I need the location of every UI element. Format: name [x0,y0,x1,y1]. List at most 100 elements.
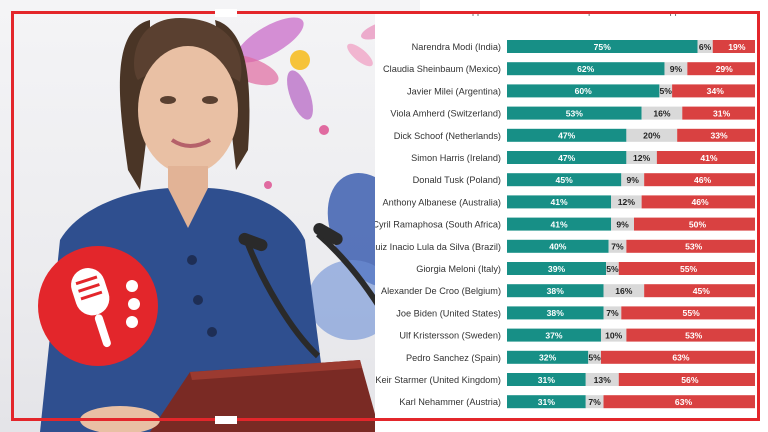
chart-row: Viola Amherd (Switzerland) 53% 16% 31% [390,106,761,120]
microphone-icon [71,268,140,348]
frame-gap-bottom [215,416,237,424]
chart-row: Simon Harris (Ireland) 47% 12% 41% [411,151,761,164]
data-label: 41% [550,219,568,229]
chart-row: Giorgia Meloni (Italy) 39% 5% 55% [416,262,759,275]
bar-segment-approve [507,306,604,320]
data-label: 47% [558,153,576,163]
category-label: Alexander De Croo (Belgium) [381,286,501,296]
data-label: 5% [660,86,673,96]
frame-gap-top [215,9,237,17]
live-badge [38,246,158,366]
chart-row: Dick Schoof (Netherlands) 47% 20% 33% [394,128,761,142]
chart-row: Javier Milei (Argentina) 60% 5% 34% [407,84,759,98]
bar-segment-approve [507,128,627,142]
bar-segment-dont-know [585,373,619,386]
bar-segment-dont-know [664,62,688,76]
bar-segment-dont-know [603,306,622,320]
bar-segment-approve [507,217,612,231]
data-label: 41% [550,197,568,207]
bar-segment-dont-know [603,284,645,298]
data-label: 39% [548,264,566,274]
data-label: 16% [615,286,633,296]
data-label: 31% [538,375,556,385]
data-label: 13% [594,375,612,385]
chart-row: Joe Biden (United States) 38% 7% 55% [396,306,761,320]
bar-segment-dont-know [608,239,627,253]
data-label: 16% [653,108,671,118]
bar-segment-disapprove [644,284,759,298]
data-label: 5% [606,264,619,274]
chart-row: Pedro Sanchez (Spain) 32% 5% 63% [406,350,761,364]
bar-segment-disapprove [621,306,761,320]
chart-row: Anthony Albanese (Australia) 41% 12% 46% [383,195,759,209]
data-label: 7% [588,397,601,407]
chart-row: Cyril Ramaphosa (South Africa) 41% 9% 50% [372,217,761,231]
bar-segment-dont-know [621,173,645,187]
legend-approve-label: Approve [466,12,500,16]
data-label: 20% [643,131,661,141]
bar-segment-approve [507,239,609,253]
chart-row: Claudia Sheinbaum (Mexico) 62% 9% 29% [383,62,761,76]
bar-segment-approve [507,84,660,98]
data-label: 38% [547,308,565,318]
data-label: 7% [606,308,619,318]
data-label: 62% [577,64,595,74]
bar-segment-approve [507,195,612,209]
data-label: 34% [707,86,725,96]
chart-row: Narendra Modi (India) 75% 6% 19% [412,40,761,53]
chart-legend: Approve Don't know/No opinion Disapprove [455,6,697,16]
category-label: Simon Harris (Ireland) [411,153,501,163]
data-label: 7% [611,242,624,252]
data-label: 33% [710,131,728,141]
bar-segment-disapprove [644,173,761,187]
data-label: 12% [618,197,636,207]
bar-segment-disapprove [634,217,761,231]
category-label: Anthony Albanese (Australia) [383,197,502,207]
chart-row: Donald Tusk (Poland) 45% 9% 46% [413,173,761,187]
data-label: 53% [685,242,703,252]
legend-approve-swatch [455,6,463,14]
chart-row: Ulf Kristersson (Sweden) 37% 10% 53% [399,328,761,342]
bar-segment-disapprove [672,84,759,98]
bar-segment-approve [507,328,601,342]
bar-segment-dont-know [626,151,657,164]
bar-segment-dont-know [611,217,634,231]
bar-segment-disapprove [712,40,761,53]
data-label: 46% [694,175,712,185]
bar-segment-disapprove [682,106,761,120]
bar-segment-approve [507,350,589,364]
category-label: Karl Nehammer (Austria) [399,397,501,407]
press-photo [0,0,420,432]
approval-chart: Approve Don't know/No opinion Disapprove N… [370,6,764,409]
data-label: 9% [670,64,683,74]
bar-segment-dont-know [697,40,713,53]
data-label: 47% [558,131,576,141]
data-label: 5% [588,353,601,363]
bar-segment-disapprove [618,373,761,386]
bar-segment-dont-know [626,128,678,142]
bar-segment-approve [507,106,642,120]
bar-segment-disapprove [626,239,761,253]
bar-segment-dont-know [606,262,619,275]
data-label: 41% [700,153,718,163]
bar-segment-dont-know [659,84,673,98]
data-label: 53% [566,108,584,118]
data-label: 10% [605,330,623,340]
bar-segment-approve [507,62,665,76]
category-label: Giorgia Meloni (Italy) [416,264,501,274]
legend-dont-know-swatch [511,6,520,14]
category-label: Viola Amherd (Switzerland) [390,109,501,119]
category-label: Cyril Ramaphosa (South Africa) [375,220,501,230]
data-label: 19% [728,42,746,52]
data-label: 12% [633,153,651,163]
category-label: Ulf Kristersson (Sweden) [399,331,501,341]
category-label: Keir Starmer (United Kingdom) [375,375,501,385]
bar-segment-disapprove [641,195,759,209]
data-label: 37% [545,330,563,340]
bar-segment-approve [507,395,586,409]
press-photo-illustration [40,17,417,432]
data-label: 75% [594,42,612,52]
data-label: 9% [616,219,629,229]
data-label: 31% [538,397,556,407]
data-label: 56% [681,375,699,385]
